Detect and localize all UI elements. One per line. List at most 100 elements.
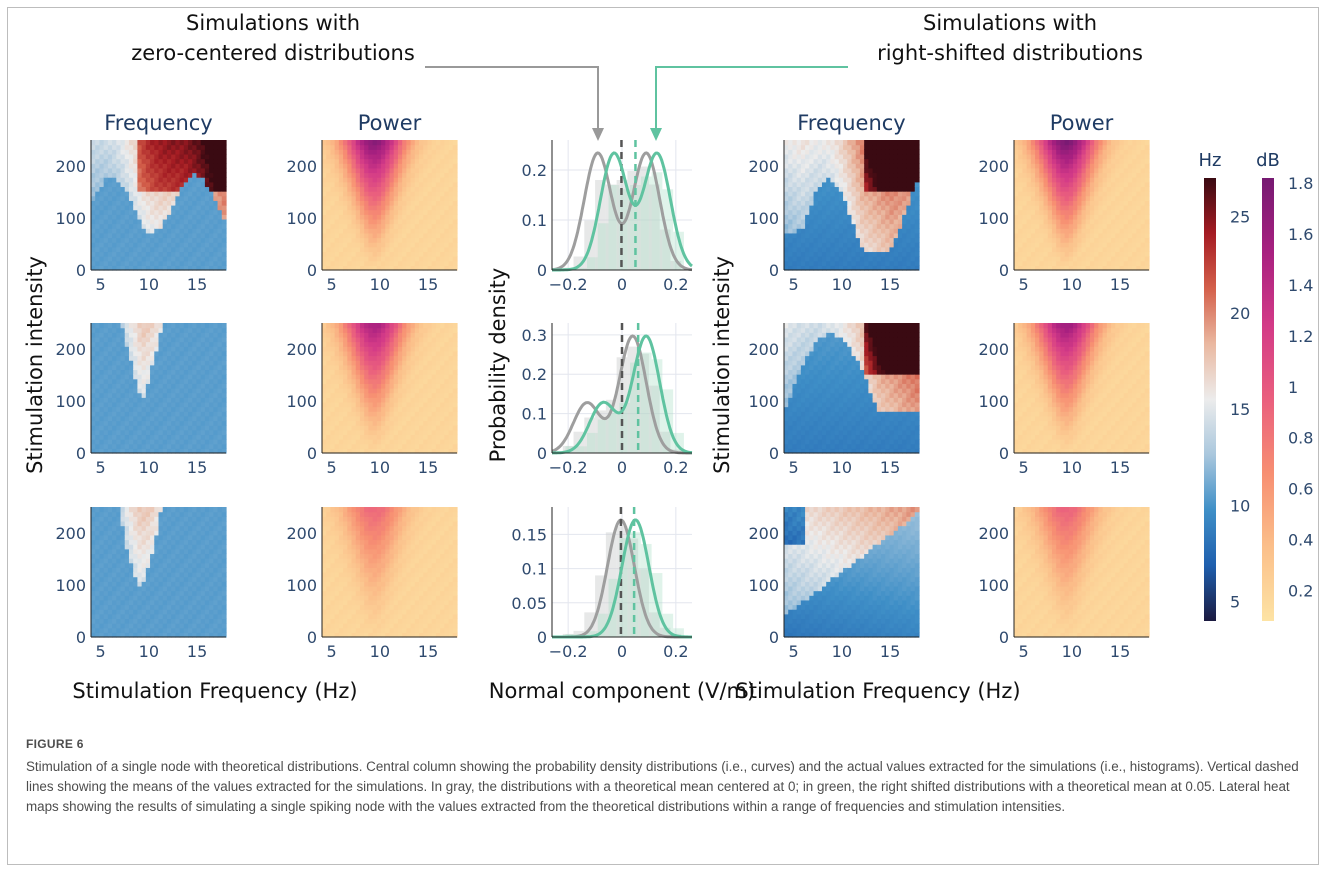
heatmap-cell (351, 401, 357, 408)
heatmap-cell (116, 327, 122, 333)
heatmap-cell (213, 609, 219, 615)
heatmap-cell (440, 256, 445, 262)
heatmap-cell (330, 623, 336, 629)
heatmap-cell (213, 355, 219, 361)
heatmap-cell (196, 595, 202, 601)
heatmap-cell (393, 392, 399, 398)
heatmap-cell (414, 434, 420, 440)
heatmap-cell (368, 242, 374, 248)
heatmap-cell (221, 144, 227, 150)
heatmap-cell (107, 627, 113, 633)
heatmap-cell (372, 214, 378, 220)
heatmap-cell (154, 256, 160, 262)
heatmap-cell (188, 401, 193, 408)
heatmap-cell (99, 595, 105, 601)
heatmap-cell (137, 251, 143, 257)
heatmap-cell (406, 265, 412, 271)
heatmap-cell (196, 186, 202, 192)
heatmap-cell (359, 613, 365, 620)
heatmap-cell (381, 153, 386, 160)
heatmap-cell (213, 439, 219, 445)
heatmap-cell (192, 186, 198, 192)
heatmap-cell (112, 140, 117, 146)
heatmap-cell (112, 562, 117, 568)
heatmap-cell (145, 177, 151, 183)
heatmap-cell (162, 567, 168, 573)
heatmap-cell (175, 539, 181, 545)
heatmap-cell (95, 590, 101, 596)
heatmap-cell (326, 525, 332, 531)
heatmap-cell (107, 144, 113, 150)
heatmap-cell (91, 383, 96, 389)
heatmap-cell (192, 265, 198, 271)
heatmap-cell (91, 439, 96, 445)
heatmap-cell (128, 205, 134, 211)
heatmap-cell (402, 439, 407, 445)
heatmap-cell (154, 392, 160, 398)
heatmap-cell (334, 544, 340, 550)
heatmap-cell (120, 439, 126, 445)
heatmap-cell (179, 511, 185, 517)
heatmap-cell (221, 181, 227, 188)
heatmap-cell (338, 511, 344, 517)
heatmap-cell (103, 332, 109, 338)
heatmap-cell (410, 350, 416, 357)
heatmap-cell (196, 378, 202, 384)
heatmap-cell (116, 539, 122, 545)
heatmap-cell (217, 218, 223, 225)
heatmap-cell (330, 415, 336, 422)
heatmap-cell (175, 223, 181, 229)
heatmap-cell (124, 256, 130, 262)
heatmap-cell (209, 181, 214, 188)
heatmap-cell (141, 223, 147, 229)
heatmap-cell (372, 511, 378, 517)
heatmap-cell (359, 406, 365, 412)
heatmap-cell (133, 383, 139, 389)
heatmap-cell (196, 507, 202, 513)
heatmap-cell (389, 140, 395, 146)
heatmap-cell (406, 406, 412, 412)
heatmap-cell (112, 323, 117, 329)
heatmap-cell (192, 237, 198, 243)
heatmap-cell (103, 520, 109, 527)
heatmap-cell (150, 242, 155, 248)
heatmap-cell (158, 623, 164, 629)
heatmap-cell (347, 265, 353, 271)
heatmap-cell (368, 191, 374, 197)
heatmap-cell (91, 260, 96, 266)
heatmap-cell (188, 567, 193, 573)
heatmap-cell (116, 411, 122, 417)
heatmap-cell (364, 604, 370, 610)
heatmap-cell (217, 411, 223, 417)
heatmap-cell (116, 223, 122, 229)
heatmap-cell (158, 369, 164, 375)
heatmap-cell (209, 520, 214, 527)
heatmap-cell (188, 163, 193, 169)
heatmap-cell (196, 327, 202, 333)
heatmap-cell (381, 548, 386, 555)
heatmap-cell (107, 511, 113, 517)
heatmap-cell (183, 618, 189, 624)
heatmap-cell (397, 415, 403, 422)
heatmap-cell (355, 355, 361, 361)
heatmap-cell (217, 392, 223, 398)
heatmap-cell (368, 364, 374, 371)
heatmap-cell (133, 590, 139, 596)
heatmap-cell (435, 406, 441, 412)
heatmap-cell (397, 209, 403, 215)
heatmap-cell (355, 420, 361, 426)
heatmap-cell (217, 364, 223, 371)
heatmap-cell (372, 327, 378, 333)
heatmap-cell (355, 562, 361, 568)
heatmap-cell (116, 562, 122, 568)
heatmap-cell (183, 411, 189, 417)
heatmap-cell (351, 355, 357, 361)
heatmap-cell (150, 553, 155, 559)
heatmap-cell (435, 360, 441, 366)
heatmap-cell (192, 599, 198, 606)
heatmap-cell (347, 544, 353, 550)
heatmap-cell (326, 181, 332, 188)
heatmap-cell (347, 520, 353, 527)
heatmap-cell (440, 218, 445, 225)
heatmap-cell (338, 567, 344, 573)
